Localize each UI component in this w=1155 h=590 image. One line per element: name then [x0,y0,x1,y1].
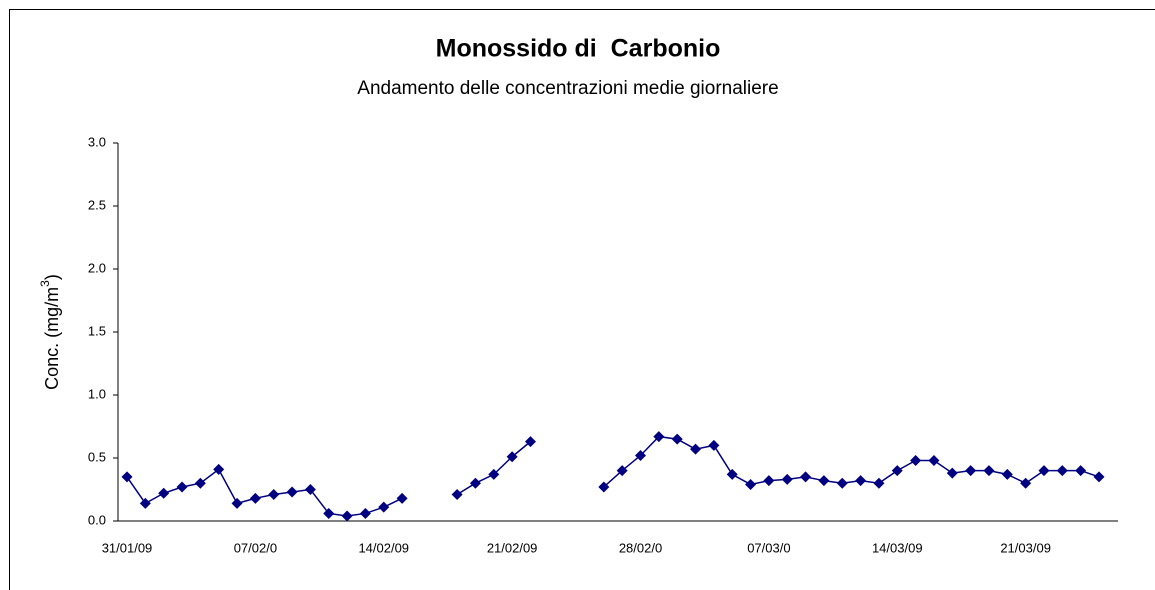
x-tick-label: 14/02/09 [358,540,409,555]
marker [616,465,628,477]
marker [1093,471,1105,483]
y-tick-label: 2.0 [88,260,106,275]
marker [928,455,940,467]
marker [1020,477,1032,489]
marker [323,507,335,519]
y-tick-label: 2.5 [88,197,106,212]
marker [800,471,812,483]
marker [598,481,610,493]
marker [469,477,481,489]
chart-subtitle: Andamento delle concentrazioni medie gio… [357,78,778,99]
x-tick-label: 14/03/09 [872,540,923,555]
x-tick-label: 28/02/0 [619,540,662,555]
marker [1038,465,1050,477]
marker [983,465,995,477]
marker [910,455,922,467]
marker [524,436,536,448]
marker [231,497,243,509]
marker [873,477,885,489]
y-axis-label-sup: 3 [38,280,52,287]
marker [653,431,665,443]
marker [763,475,775,487]
frame [9,9,1155,590]
x-tick-label: 07/03/0 [747,540,790,555]
y-tick-label: 0.5 [88,449,106,464]
y-axis-label: Conc. (mg/m3) [38,274,62,390]
y-tick-label: 1.0 [88,386,106,401]
marker [213,463,225,475]
marker [965,465,977,477]
y-tick-label: 1.5 [88,323,106,338]
marker [194,477,206,489]
y-axis-label-text: Conc. (mg/m [42,287,62,390]
marker [121,471,133,483]
marker [1056,465,1068,477]
x-tick-label: 21/02/09 [487,540,538,555]
marker [488,468,500,480]
marker [268,489,280,501]
y-tick-label: 0.0 [88,512,106,527]
marker [708,439,720,451]
marker [836,477,848,489]
marker [745,478,757,490]
marker [671,433,683,445]
marker [506,451,518,463]
marker [158,487,170,499]
marker [341,510,353,522]
marker [690,443,702,455]
marker [304,484,316,495]
marker [139,497,151,509]
marker [726,468,738,480]
marker [286,486,298,498]
marker [396,492,408,504]
marker [635,449,647,461]
marker [451,489,463,501]
marker [249,492,261,504]
x-tick-label: 21/03/09 [1000,540,1051,555]
marker [855,475,867,487]
marker [378,501,390,513]
marker [176,481,188,493]
y-tick-label: 3.0 [88,134,106,149]
marker [1075,465,1087,477]
x-tick-label: 07/02/0 [234,540,277,555]
marker [1001,468,1013,480]
x-tick-label: 31/01/09 [102,540,153,555]
marker [946,467,958,479]
marker [359,507,371,519]
y-axis-label-end: ) [42,274,62,280]
marker [818,475,830,487]
chart-title: Monossido di Carbonio [436,35,721,63]
marker [781,473,793,485]
marker [891,465,903,477]
